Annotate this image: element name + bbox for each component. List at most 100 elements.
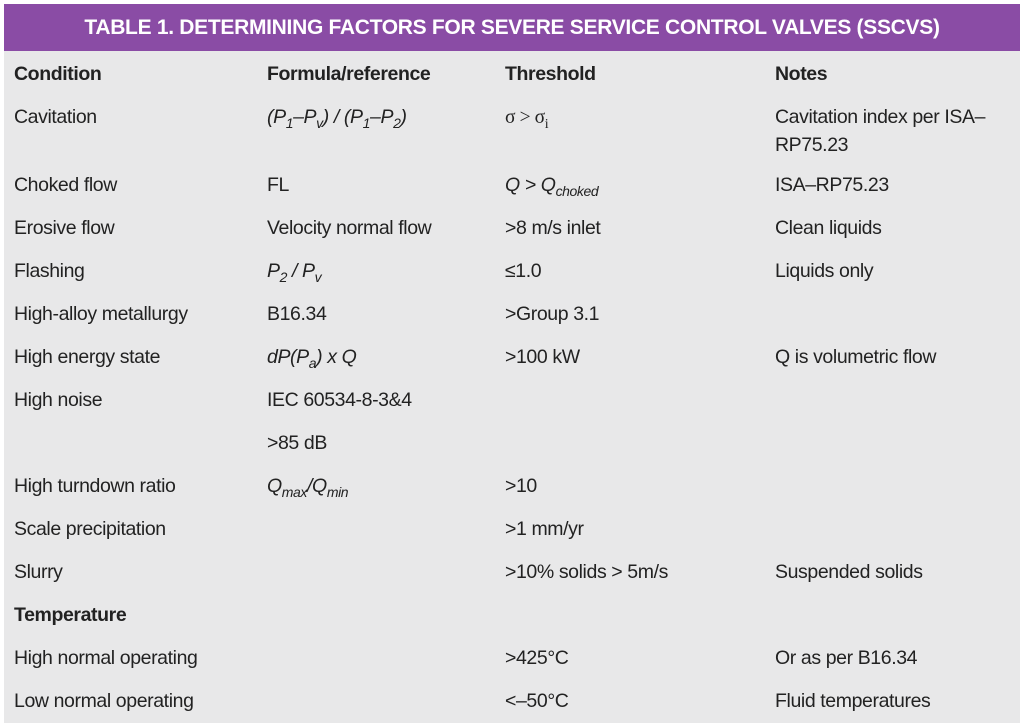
table-cell: High-alloy metallurgy xyxy=(10,294,263,337)
table-cell: >425°C xyxy=(501,638,771,681)
table-cell xyxy=(771,380,1020,423)
table-cell xyxy=(501,595,771,638)
cell-text: Slurry xyxy=(14,561,63,583)
table-cell: >8 m/s inlet xyxy=(501,208,771,251)
table-cell: Erosive flow xyxy=(10,208,263,251)
table-cell: >85 dB xyxy=(263,423,501,466)
formula-part: / P xyxy=(287,260,315,282)
formula-part: v xyxy=(314,269,322,285)
table-cell: >1 mm/yr xyxy=(501,509,771,552)
table-row: High turndown ratio Qmax/Qmin >10 xyxy=(10,466,1020,509)
cell-text: Cavitation index per ISA–RP75.23 xyxy=(775,106,986,156)
table-cell: Cavitation index per ISA–RP75.23 xyxy=(771,97,1020,165)
table-cell: Velocity normal flow xyxy=(263,208,501,251)
table-cell: >100 kW xyxy=(501,337,771,380)
table-panel: TABLE 1. DETERMINING FACTORS FOR SEVERE … xyxy=(4,4,1020,723)
formula-part: (P xyxy=(267,106,286,128)
header-row: Condition Formula/reference Threshold Notes xyxy=(10,54,1020,97)
cell-text: ≤1.0 xyxy=(505,260,542,282)
table-cell: Low normal operating xyxy=(10,681,263,724)
cell-text: ISA–RP75.23 xyxy=(775,174,889,196)
table-row: Flashing P2 / Pv ≤1.0 Liquids only xyxy=(10,251,1020,294)
table-cell: IEC 60534-8-3&4 xyxy=(263,380,501,423)
table-cell: High noise xyxy=(10,380,263,423)
formula-part: –P xyxy=(370,106,394,128)
cell-text: Velocity normal flow xyxy=(267,217,432,239)
table-cell: Flashing xyxy=(10,251,263,294)
table-cell: Or as per B16.34 xyxy=(771,638,1020,681)
table-cell xyxy=(771,595,1020,638)
cell-text: >10% solids > 5m/s xyxy=(505,561,668,583)
table-cell: >10% solids > 5m/s xyxy=(501,552,771,595)
cell-text: >10 xyxy=(505,475,537,497)
formula-part: Q > Q xyxy=(505,174,556,196)
table-title: TABLE 1. DETERMINING FACTORS FOR SEVERE … xyxy=(4,4,1020,51)
cell-text: Fluid temperatures xyxy=(775,690,931,712)
table-cell: (P1–Pv) / (P1–P2) xyxy=(263,97,501,165)
table-cell: <–50°C xyxy=(501,681,771,724)
formula-part: /Q xyxy=(307,475,327,497)
table-row: Temperature xyxy=(10,595,1020,638)
table-cell: High energy state xyxy=(10,337,263,380)
cell-text: Choked flow xyxy=(14,174,117,196)
cell-text: >100 kW xyxy=(505,346,580,368)
table-cell: B16.34 xyxy=(263,294,501,337)
table-row: High-alloy metallurgy B16.34 >Group 3.1 xyxy=(10,294,1020,337)
formula-part: choked xyxy=(555,183,599,199)
cell-text: Liquids only xyxy=(775,260,874,282)
cell-text: High normal operating xyxy=(14,647,198,669)
table-cell: P2 / Pv xyxy=(263,251,501,294)
table-cell: ISA–RP75.23 xyxy=(771,165,1020,208)
formula-part: ) xyxy=(400,106,407,128)
cell-text: Q is volumetric flow xyxy=(775,346,937,368)
formula-part: ) x Q xyxy=(316,346,357,368)
formula-part: –P xyxy=(293,106,317,128)
table-cell xyxy=(263,552,501,595)
cell-text: Scale precipitation xyxy=(14,518,166,540)
table-cell xyxy=(501,423,771,466)
data-table: Condition Formula/reference Threshold Notes… xyxy=(10,54,1020,724)
table-cell: Choked flow xyxy=(10,165,263,208)
table-cell xyxy=(263,638,501,681)
table-row: High noise IEC 60534-8-3&4 xyxy=(10,380,1020,423)
table-row: Scale precipitation >1 mm/yr xyxy=(10,509,1020,552)
table-cell xyxy=(263,509,501,552)
table-cell: Cavitation xyxy=(10,97,263,165)
cell-text: >Group 3.1 xyxy=(505,303,600,325)
formula-part: a xyxy=(308,355,317,371)
table-cell xyxy=(771,294,1020,337)
table-row: Low normal operating <–50°C Fluid temperat… xyxy=(10,681,1020,724)
cell-text: Or as per B16.34 xyxy=(775,647,918,669)
column-header: Condition xyxy=(14,63,102,85)
formula-part: 1 xyxy=(362,115,371,131)
table-row: Erosive flow Velocity normal flow >8 m/s i… xyxy=(10,208,1020,251)
table-cell: FL xyxy=(263,165,501,208)
column-header: Threshold xyxy=(505,63,596,85)
table-cell xyxy=(501,380,771,423)
table-row: High energy state dP(Pa) x Q >100 kW Q is v… xyxy=(10,337,1020,380)
formula-part: Q xyxy=(267,475,282,497)
table-row: High normal operating >425°C Or as per B16… xyxy=(10,638,1020,681)
cell-text: Clean liquids xyxy=(775,217,882,239)
table-cell: Q is volumetric flow xyxy=(771,337,1020,380)
column-header: Notes xyxy=(775,63,828,85)
formula-part: ) / (P xyxy=(322,106,363,128)
cell-text: Erosive flow xyxy=(14,217,115,239)
table-cell xyxy=(771,509,1020,552)
table-cell: Liquids only xyxy=(771,251,1020,294)
table-cell: Fluid temperatures xyxy=(771,681,1020,724)
cell-text: High turndown ratio xyxy=(14,475,176,497)
cell-text: IEC 60534-8-3&4 xyxy=(267,389,412,411)
cell-text: >85 dB xyxy=(267,432,327,454)
formula-part: max xyxy=(281,484,308,500)
cell-text: <–50°C xyxy=(505,690,569,712)
formula-part: 2 xyxy=(279,269,288,285)
table-cell: Clean liquids xyxy=(771,208,1020,251)
table-cell: Qmax/Qmin xyxy=(263,466,501,509)
table-cell: Scale precipitation xyxy=(10,509,263,552)
cell-text: FL xyxy=(267,174,289,196)
table-cell xyxy=(771,466,1020,509)
table-cell xyxy=(10,423,263,466)
table-cell: σ > σi xyxy=(501,97,771,165)
formula-part: min xyxy=(326,484,349,500)
